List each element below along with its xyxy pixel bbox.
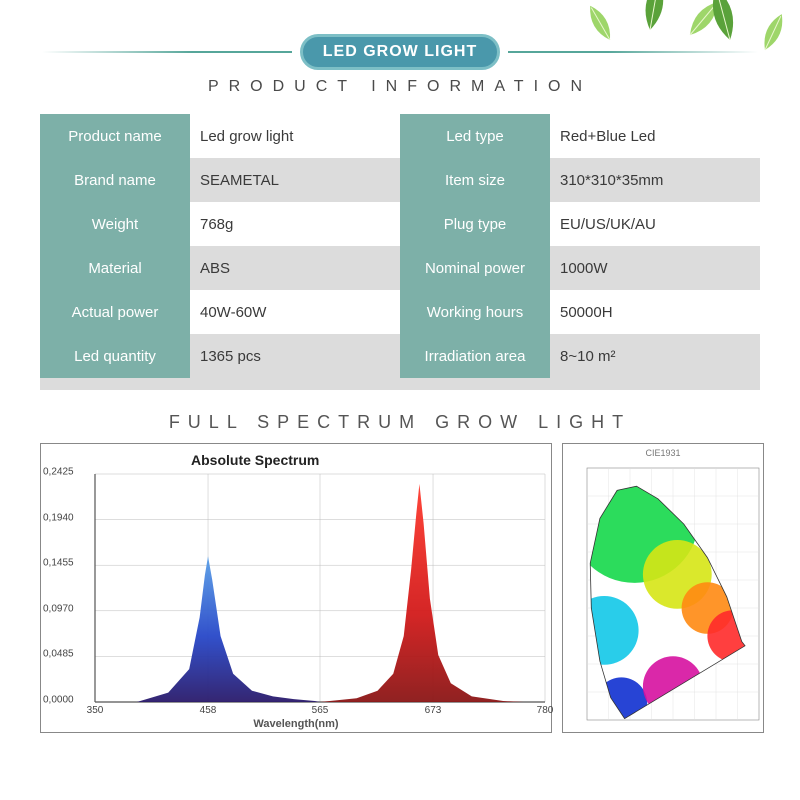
spec-label: Actual power — [40, 290, 190, 334]
spec-value: 1365 pcs — [190, 334, 400, 378]
spec-value: 1000W — [550, 246, 760, 290]
spec-label: Nominal power — [400, 246, 550, 290]
spectrum-ytick: 0,2425 — [43, 467, 74, 478]
header-subtitle: PRODUCT INFORMATION — [0, 78, 800, 96]
spectrum-xtick: 780 — [537, 705, 554, 716]
spec-value: Red+Blue Led — [550, 114, 760, 158]
cie-chart-svg — [563, 444, 763, 734]
spectrum-ytick: 0,1455 — [43, 558, 74, 569]
spec-value: 50000H — [550, 290, 760, 334]
spec-value: 768g — [190, 202, 400, 246]
spectrum-xtick: 565 — [312, 705, 329, 716]
header-rule-right — [508, 51, 758, 53]
spec-label: Working hours — [400, 290, 550, 334]
spectrum-xtick: 458 — [200, 705, 217, 716]
spectrum-chart-title: Absolute Spectrum — [191, 452, 319, 468]
spec-label: Brand name — [40, 158, 190, 202]
cie-chart-panel: CIE1931 — [562, 443, 764, 733]
spec-value: Led grow light — [190, 114, 400, 158]
chart-row: Absolute Spectrum Wavelength(nm) 350 458 5… — [40, 443, 760, 733]
spectrum-series-red-peak — [320, 484, 524, 702]
title-pill: LED GROW LIGHT — [300, 34, 500, 70]
cie-chart-title: CIE1931 — [645, 448, 680, 458]
spectrum-xtick: 673 — [425, 705, 442, 716]
spec-label: Plug type — [400, 202, 550, 246]
spectrum-ytick: 0,0000 — [43, 695, 74, 706]
header-rule-left — [42, 51, 292, 53]
spec-label: Irradiation area — [400, 334, 550, 378]
spec-value: SEAMETAL — [190, 158, 400, 202]
spectrum-chart-panel: Absolute Spectrum Wavelength(nm) 350 458 5… — [40, 443, 552, 733]
spec-value: ABS — [190, 246, 400, 290]
spectrum-ytick: 0,0485 — [43, 649, 74, 660]
spec-label: Material — [40, 246, 190, 290]
header: LED GROW LIGHT PRODUCT INFORMATION — [0, 0, 800, 96]
spectrum-ytick: 0,0970 — [43, 603, 74, 614]
spec-value: EU/US/UK/AU — [550, 202, 760, 246]
section2-title: FULL SPECTRUM GROW LIGHT — [0, 412, 800, 433]
spec-value: 310*310*35mm — [550, 158, 760, 202]
spec-label: Led quantity — [40, 334, 190, 378]
spectrum-series-blue-peak — [137, 556, 320, 702]
spec-value: 40W-60W — [190, 290, 400, 334]
spectrum-xlabel: Wavelength(nm) — [253, 718, 338, 730]
spec-value: 8~10 m² — [550, 334, 760, 378]
spectrum-ytick: 0,1940 — [43, 512, 74, 523]
spec-table: Product nameLed grow lightLed typeRed+Bl… — [40, 114, 760, 390]
spec-label: Item size — [400, 158, 550, 202]
spectrum-chart-svg — [41, 444, 551, 734]
spectrum-xtick: 350 — [87, 705, 104, 716]
spec-label: Led type — [400, 114, 550, 158]
spec-label: Product name — [40, 114, 190, 158]
spec-table-bottom-stripe — [40, 378, 760, 390]
spec-label: Weight — [40, 202, 190, 246]
